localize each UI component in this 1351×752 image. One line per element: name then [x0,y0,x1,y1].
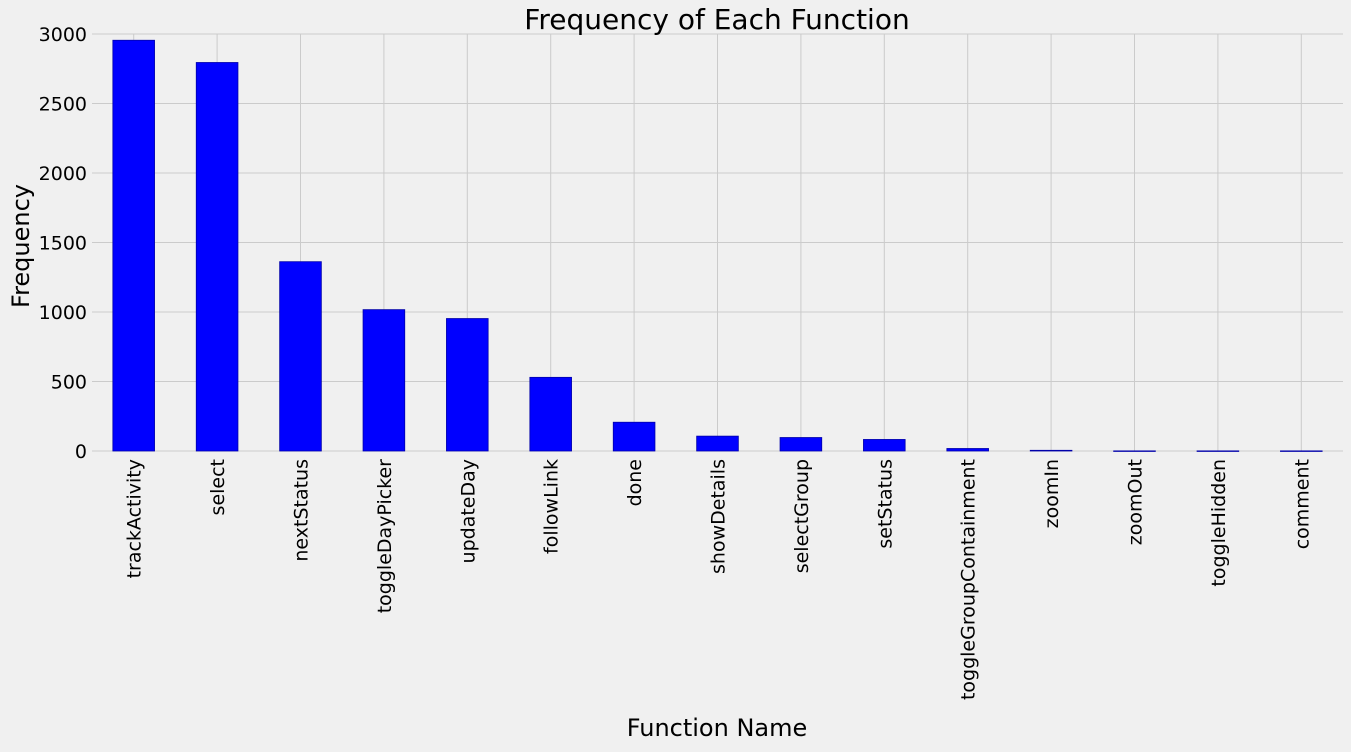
x-tick-label: followLink [541,459,563,554]
x-tick-label: select [207,459,229,515]
bar-toggleHidden [1196,450,1240,452]
bar-done [612,421,656,452]
bar-setStatus [863,439,906,452]
x-tick-label: done [624,459,646,506]
x-tick-label: nextStatus [291,459,313,562]
bar-toggleDayPicker [362,309,406,452]
x-tick-labels: trackActivity select nextStatus toggleDayPi… [124,459,1314,700]
x-axis-label: Function Name [627,714,808,742]
bar-toggleGroupContainment [946,448,989,452]
y-tick-label: 2000 [39,163,87,185]
bar-nextStatus [279,261,322,452]
bar-layer [112,39,1323,452]
bar-selectGroup [779,437,823,452]
bar-comment [1280,450,1323,452]
x-tick-label: trackActivity [124,459,146,578]
bar-zoomOut [1113,450,1156,452]
x-tick-label: selectGroup [791,459,813,573]
bar-updateDay [446,318,489,452]
y-tick-label: 3000 [39,24,87,46]
x-tick-label: toggleHidden [1208,459,1230,587]
x-tick-label: showDetails [708,459,730,574]
x-tick-label: setStatus [874,459,896,549]
y-tick-label: 2500 [39,94,87,116]
bar-showDetails [696,435,739,452]
y-tick-label: 0 [75,441,87,463]
x-tick-label: updateDay [457,459,479,563]
chart-title: Frequency of Each Function [524,3,909,36]
x-tick-label: zoomIn [1041,459,1063,528]
x-tick-label: toggleGroupContainment [958,459,980,700]
bar-zoomIn [1029,449,1073,452]
x-tick-label: comment [1291,459,1313,549]
bar-trackActivity [112,39,155,452]
bar-select [195,62,239,452]
bar-followLink [529,376,572,452]
x-tick-label: zoomOut [1125,459,1147,545]
y-tick-label: 1000 [39,302,87,324]
y-tick-label: 1500 [39,233,87,255]
x-tick-label: toggleDayPicker [374,459,396,613]
y-axis-label: Frequency [7,184,35,308]
grid-layer [92,33,1343,452]
y-tick-labels: 0 500 1000 1500 2000 2500 3000 [39,24,87,463]
y-tick-label: 500 [51,372,87,394]
